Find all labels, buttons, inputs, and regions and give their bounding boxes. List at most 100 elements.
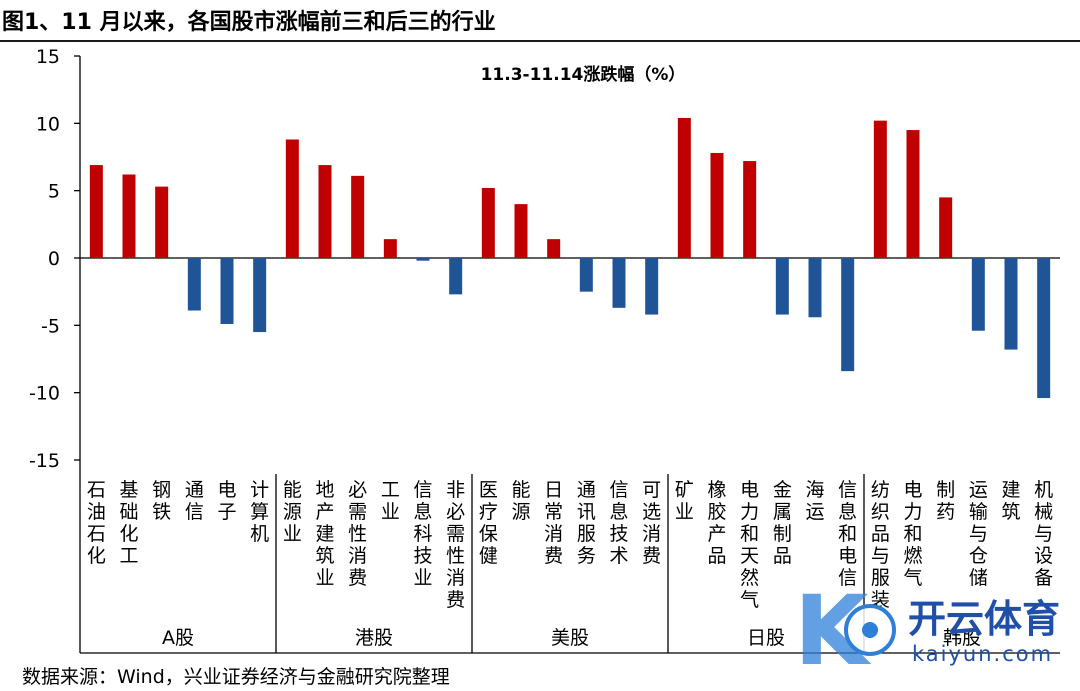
category-label-char: 机 (1034, 479, 1053, 501)
category-label-char: 子 (217, 501, 236, 523)
bar-negative (645, 258, 659, 315)
category-label-char: 海 (805, 479, 824, 501)
category-label-char: 备 (1034, 567, 1053, 589)
category-label: 电力和燃气 (903, 479, 922, 589)
category-label-char: 力 (740, 501, 759, 523)
bar-negative (841, 258, 855, 372)
category-label-char: 信 (838, 567, 857, 589)
category-label-char: 输 (969, 501, 988, 523)
category-label-char: 费 (446, 589, 465, 611)
category-label-char: 燃 (903, 545, 922, 567)
category-label-char: 源 (283, 501, 302, 523)
category-label: 运输与仓储 (969, 479, 988, 589)
category-label-char: 和 (740, 523, 759, 545)
category-label-char: 业 (283, 523, 302, 545)
category-label-char: 和 (838, 523, 857, 545)
group-label: 港股 (355, 627, 393, 649)
watermark: K 开云体育 kaiyun.com (790, 575, 1080, 687)
category-label: 工业 (381, 479, 400, 523)
category-label-char: 石 (87, 479, 106, 501)
y-tick-label: 5 (48, 181, 60, 203)
bar-positive (873, 120, 887, 258)
category-label-char: 信 (609, 479, 628, 501)
category-label-char: 能 (283, 479, 302, 501)
bar-negative (612, 258, 626, 308)
category-label: 地产建筑业 (315, 479, 334, 589)
bar-positive (710, 152, 724, 258)
y-tick-label: -15 (29, 450, 60, 472)
y-tick-label: 15 (36, 46, 60, 68)
category-label-char: 橡 (707, 479, 726, 501)
category-label-char: 消 (544, 523, 563, 545)
category-label-char: 设 (1034, 545, 1053, 567)
category-label-char: 算 (250, 501, 269, 523)
category-label-char: 服 (871, 567, 890, 589)
category-label-char: 必 (348, 479, 367, 501)
category-label-char: 日 (544, 479, 563, 501)
category-label: 海运 (805, 479, 824, 523)
category-label-char: 术 (609, 545, 628, 567)
category-label-char: 筑 (315, 545, 334, 567)
category-label-char: 消 (642, 523, 661, 545)
bar-negative (1004, 258, 1018, 350)
bar-positive (677, 117, 691, 259)
category-label-char: 业 (413, 567, 432, 589)
source-note: 数据来源：Wind，兴业证券经济与金融研究院整理 (22, 666, 450, 688)
category-label: 钢铁 (152, 479, 171, 523)
bar-positive (514, 204, 528, 258)
y-tick-label: 10 (36, 113, 60, 135)
category-label: 信息技术 (609, 479, 628, 567)
group-label: 日股 (747, 627, 785, 649)
category-label-char: 气 (740, 589, 759, 611)
bar-positive (318, 165, 332, 258)
category-label-char: 科 (413, 523, 432, 545)
category-label-char: 可 (642, 479, 661, 501)
category-label-char: 性 (348, 523, 367, 545)
category-label: 日常消费 (544, 479, 563, 567)
category-label-char: 钢 (152, 479, 171, 501)
category-label-char: 业 (381, 501, 400, 523)
group-label: 韩股 (943, 627, 981, 649)
bar-negative (449, 258, 463, 295)
category-label-char: 能 (511, 479, 530, 501)
soccer-ball-center (862, 622, 878, 638)
category-label-char: 电 (217, 479, 236, 501)
category-label-char: 石 (87, 523, 106, 545)
category-label: 机械与设备 (1034, 479, 1053, 589)
bar-negative (253, 258, 267, 333)
bar-positive (122, 174, 136, 258)
y-tick-label: -10 (29, 383, 60, 405)
bar-positive (155, 186, 169, 258)
category-label-char: 地 (315, 479, 334, 501)
category-label-char: 药 (936, 501, 955, 523)
category-label-char: 工 (381, 479, 400, 501)
bar-positive (743, 161, 757, 258)
category-label: 电力和天然气 (740, 479, 759, 611)
bar-negative (808, 258, 822, 318)
category-label-char: 矿 (675, 479, 694, 501)
category-label-char: 油 (87, 501, 106, 523)
category-label-char: 与 (969, 523, 988, 545)
bar-negative (1037, 258, 1051, 399)
category-label-char: 基 (119, 479, 138, 501)
category-label-char: 通 (185, 479, 204, 501)
category-label: 信息科技业 (413, 479, 432, 589)
category-label-char: 疗 (479, 501, 498, 523)
bar-positive (906, 130, 920, 258)
category-label: 通信 (185, 479, 204, 523)
category-label-char: 费 (642, 545, 661, 567)
category-label-char: 电 (903, 479, 922, 501)
category-label-char: 产 (315, 501, 334, 523)
category-label: 信息和电信 (838, 479, 857, 589)
category-label: 必需性消费 (348, 479, 367, 589)
category-label-char: 业 (315, 567, 334, 589)
category-label-char: 性 (446, 545, 465, 567)
category-label-char: 气 (903, 567, 922, 589)
category-label: 电子 (217, 479, 236, 523)
group-label: A股 (162, 627, 194, 649)
category-label: 建筑 (1001, 479, 1020, 523)
category-label: 基础化工 (119, 479, 138, 567)
category-label-char: 源 (511, 501, 530, 523)
category-label-char: 械 (1034, 501, 1053, 523)
